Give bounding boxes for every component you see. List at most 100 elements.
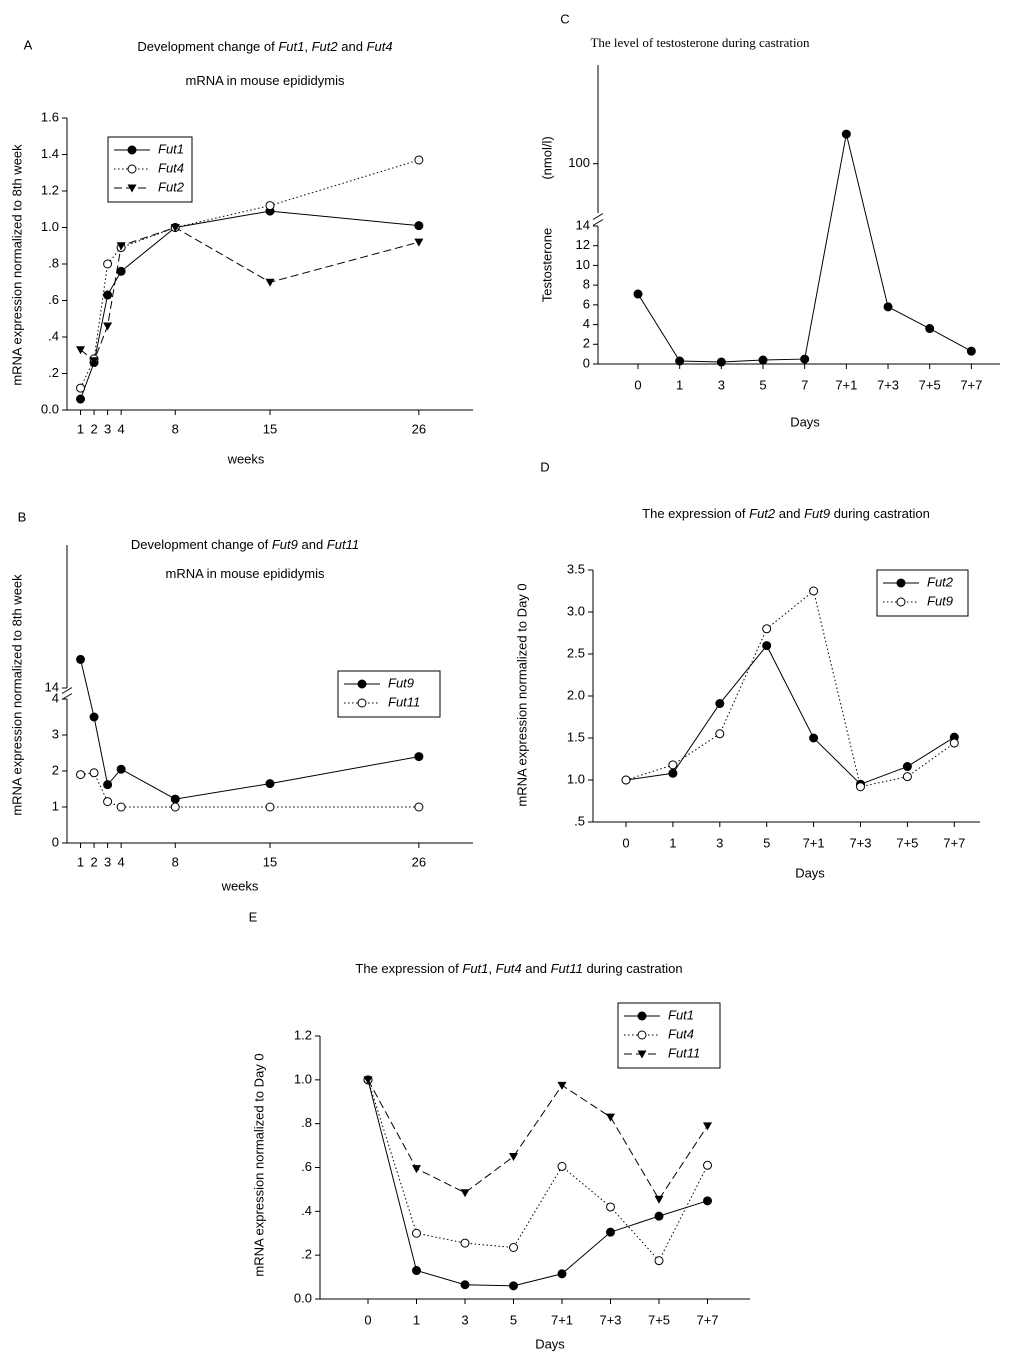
- chart-title: The expression of Fut1, Fut4 and Fut11 d…: [355, 961, 682, 976]
- x-tick-label: 5: [759, 377, 766, 392]
- y-tick-label: .6: [301, 1159, 312, 1174]
- marker: [170, 802, 180, 812]
- legend-label: Fut11: [668, 1045, 700, 1060]
- title-part: Fut1: [278, 39, 304, 54]
- x-tick-label: 5: [510, 1312, 517, 1327]
- y-tick-label: 12: [576, 237, 590, 252]
- marker: [668, 768, 678, 778]
- marker: [841, 129, 851, 139]
- marker: [76, 654, 86, 664]
- marker: [800, 354, 810, 364]
- y-tick-label: 3: [52, 726, 59, 741]
- marker: [902, 772, 912, 782]
- panel-label: A: [24, 37, 33, 52]
- marker: [654, 1256, 664, 1266]
- x-tick-label: 8: [172, 854, 179, 869]
- legend-box: [337, 670, 441, 718]
- y-tick-label: .4: [301, 1203, 312, 1218]
- x-tick-label: 1: [413, 1312, 420, 1327]
- axis-break: [592, 219, 604, 226]
- title-part: The level of testosterone during castrat…: [590, 35, 810, 50]
- marker: [758, 355, 768, 365]
- marker: [883, 302, 893, 312]
- x-tick-label: 3: [716, 835, 723, 850]
- x-tick-label: 26: [412, 421, 426, 436]
- marker: [902, 762, 912, 772]
- y-tick-label: 1.0: [294, 1071, 312, 1086]
- marker: [715, 729, 725, 739]
- y-tick-label: 1.2: [294, 1027, 312, 1042]
- legend-label: Fut4: [158, 160, 184, 175]
- marker: [103, 780, 113, 790]
- y-tick-label: .2: [301, 1247, 312, 1262]
- chart-title: mRNA in mouse epididymis: [166, 566, 325, 581]
- marker: [265, 201, 275, 211]
- x-tick-label: 3: [104, 421, 111, 436]
- legend-box: [617, 1002, 721, 1069]
- y-tick-label: 100: [568, 155, 590, 170]
- x-axis-label: weeks: [227, 451, 265, 466]
- x-tick-label: 1: [676, 377, 683, 392]
- marker: [703, 1160, 712, 1170]
- marker: [414, 221, 424, 231]
- marker: [716, 357, 726, 367]
- marker: [509, 1242, 518, 1252]
- x-tick-label: 7+3: [877, 377, 899, 392]
- y-tick-label: .8: [301, 1115, 312, 1130]
- legend-label: Fut9: [388, 675, 414, 690]
- marker: [460, 1280, 470, 1290]
- series-line: [80, 226, 419, 362]
- series-line: [80, 772, 419, 808]
- series-line: [637, 133, 972, 363]
- marker: [363, 1076, 373, 1085]
- title-part: Fut1: [462, 961, 488, 976]
- marker: [557, 1161, 567, 1171]
- panel-label: C: [560, 11, 569, 26]
- marker: [414, 238, 424, 247]
- y-tick-label: .4: [48, 328, 59, 343]
- marker: [127, 184, 137, 193]
- marker: [414, 752, 424, 762]
- chart-title: mRNA in mouse epididymis: [186, 73, 345, 88]
- marker: [265, 779, 275, 789]
- marker: [76, 394, 86, 404]
- marker: [621, 775, 631, 785]
- title-part: Fut4: [496, 961, 522, 976]
- y-tick-label: 2: [583, 336, 590, 351]
- x-tick-label: 7+3: [599, 1312, 621, 1327]
- x-tick-label: 1: [77, 421, 84, 436]
- x-tick-label: 7+5: [648, 1312, 670, 1327]
- y-tick-label: 4: [52, 690, 59, 705]
- marker: [606, 1202, 615, 1212]
- series-line: [367, 1079, 708, 1201]
- marker: [949, 738, 959, 748]
- marker: [637, 1011, 647, 1021]
- x-tick-label: 8: [172, 421, 179, 436]
- x-tick-label: 0: [622, 835, 629, 850]
- y-tick-label: 3.0: [567, 603, 585, 618]
- marker: [715, 699, 725, 709]
- title-part: ,: [488, 961, 495, 976]
- y-tick-label: 1.2: [41, 182, 59, 197]
- x-axis-label: Days: [795, 865, 825, 880]
- y-axis-label: mRNA expression normalized to 8th week: [9, 574, 24, 816]
- y-tick-label: 14: [576, 217, 590, 232]
- x-tick-label: 0: [634, 377, 641, 392]
- y-tick-label: 1.4: [41, 146, 59, 161]
- title-part: and: [338, 39, 367, 54]
- x-tick-label: 7+1: [803, 835, 825, 850]
- x-tick-label: 7+7: [943, 835, 965, 850]
- marker: [357, 698, 367, 708]
- y-axis-unit: (nmol/l): [539, 136, 554, 179]
- x-tick-label: 1: [669, 835, 676, 850]
- title-part: mRNA in mouse epididymis: [166, 566, 325, 581]
- marker: [668, 760, 678, 770]
- marker: [606, 1227, 615, 1237]
- title-part: and: [775, 506, 804, 521]
- y-tick-label: .6: [48, 292, 59, 307]
- marker: [412, 1266, 421, 1276]
- chart-title: Development change of Fut9 and Fut11: [131, 537, 359, 552]
- title-part: during castration: [583, 961, 683, 976]
- marker: [633, 289, 643, 299]
- marker: [509, 1281, 518, 1291]
